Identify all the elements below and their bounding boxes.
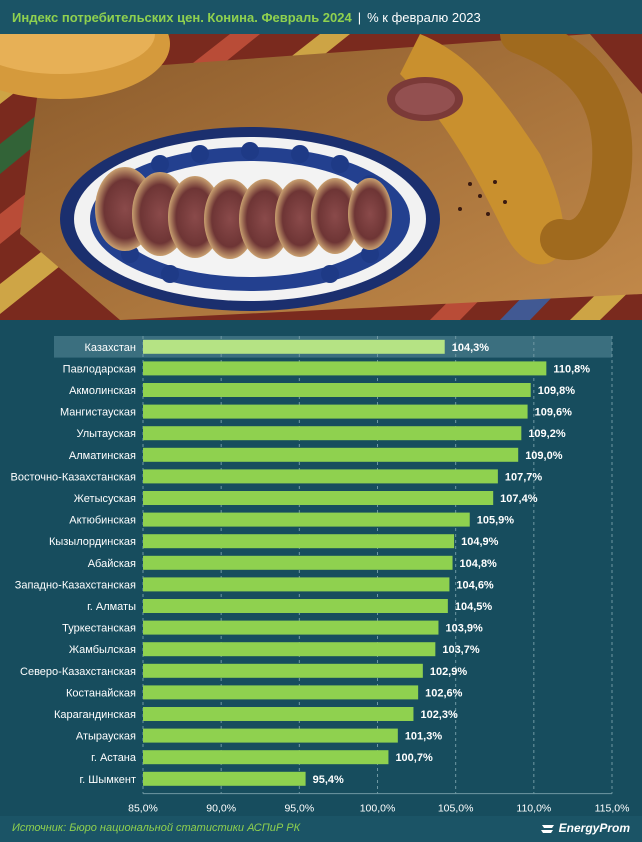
- bar: [143, 620, 439, 635]
- category-label: Алматинская: [69, 450, 136, 462]
- bar: [143, 771, 306, 786]
- bar: [143, 404, 528, 419]
- data-label: 101,3%: [405, 731, 443, 743]
- data-label: 102,9%: [430, 666, 468, 678]
- tick-label: 100,0%: [360, 803, 396, 815]
- data-label: 109,2%: [528, 428, 566, 440]
- data-label: 105,9%: [477, 515, 515, 527]
- category-label: Карагандинская: [54, 709, 136, 721]
- bar: [143, 383, 531, 397]
- chart-subtitle: % к февралю 2023: [367, 9, 481, 25]
- category-label: Восточно-Казахстанская: [10, 471, 136, 483]
- brand-name: EnergyProm: [558, 821, 630, 835]
- bar: [143, 447, 519, 462]
- data-label: 102,6%: [425, 687, 463, 699]
- category-label: Улытауская: [77, 428, 137, 440]
- data-label: 107,7%: [505, 471, 543, 483]
- data-label: 100,7%: [395, 752, 433, 764]
- category-label: Атырауская: [76, 731, 136, 743]
- tick-label: 115,0%: [595, 803, 630, 815]
- category-label: Западно-Казахстанская: [15, 579, 136, 591]
- tick-label: 95,0%: [284, 803, 314, 815]
- data-label: 95,4%: [313, 774, 344, 786]
- category-label: Костанайская: [66, 687, 136, 699]
- data-label: 110,8%: [553, 363, 590, 375]
- chart-title: Индекс потребительских цен. Конина. Февр…: [12, 9, 352, 25]
- bar: [143, 512, 470, 527]
- bar: [143, 707, 414, 721]
- bar: [143, 599, 448, 613]
- bar-chart: Казахстан 104,3% Павлодарская 110,8% Акмолин…: [0, 320, 642, 816]
- bar: [143, 534, 455, 549]
- bar: [143, 750, 389, 765]
- category-label: г. Астана: [91, 752, 137, 764]
- data-label: 104,9%: [461, 536, 499, 548]
- category-label: Кызылординская: [49, 536, 136, 548]
- category-label: г. Шымкент: [80, 774, 137, 786]
- data-label: 104,6%: [456, 579, 494, 591]
- tick-label: 105,0%: [438, 803, 474, 815]
- bar: [143, 577, 450, 592]
- bar: [143, 426, 522, 441]
- data-label: 102,3%: [420, 709, 458, 721]
- sausage-platter-image: [0, 34, 642, 320]
- category-label: Жетысуская: [74, 493, 136, 505]
- category-label: г. Алматы: [87, 601, 136, 613]
- category-label: Туркестанская: [62, 623, 136, 635]
- tick-label: 85,0%: [128, 803, 158, 815]
- bar-chart-svg: Казахстан 104,3% Павлодарская 110,8% Акмолин…: [10, 336, 630, 815]
- category-label: Северо-Казахстанская: [20, 666, 136, 678]
- data-label: 109,0%: [525, 450, 563, 462]
- category-label: Акмолинская: [69, 385, 136, 397]
- source-note: Источник: Бюро национальной статистики А…: [12, 822, 301, 834]
- photo-illustration: [0, 34, 642, 320]
- data-label: 109,8%: [538, 385, 576, 397]
- data-label: 104,5%: [455, 601, 493, 613]
- category-label: Казахстан: [84, 342, 136, 354]
- category-label: Жамбылская: [69, 644, 136, 656]
- chart-header: Индекс потребительских цен. Конина. Февр…: [0, 0, 642, 34]
- bar: [143, 663, 423, 678]
- bar: [143, 469, 498, 484]
- bar: [143, 685, 419, 700]
- category-label: Актюбинская: [69, 515, 136, 527]
- energyprom-logo-icon: [540, 824, 554, 833]
- bar: [143, 491, 494, 505]
- data-label: 109,6%: [535, 407, 573, 419]
- category-label: Мангистауская: [60, 407, 136, 419]
- bar: [143, 555, 453, 570]
- bar: [143, 361, 547, 376]
- data-label: 103,9%: [445, 623, 483, 635]
- data-label: 107,4%: [500, 493, 538, 505]
- data-label: 104,3%: [452, 342, 490, 354]
- chart-footer: Источник: Бюро национальной статистики А…: [0, 816, 642, 842]
- tick-label: 90,0%: [206, 803, 236, 815]
- tick-label: 110,0%: [516, 803, 551, 815]
- bar: [143, 339, 445, 354]
- bar: [143, 642, 436, 657]
- category-label: Павлодарская: [63, 363, 136, 375]
- data-label: 103,7%: [442, 644, 480, 656]
- title-separator: |: [357, 9, 362, 25]
- brand-logo: EnergyProm: [540, 821, 630, 835]
- bar: [143, 728, 398, 743]
- category-label: Абайская: [88, 558, 136, 570]
- data-label: 104,8%: [460, 558, 498, 570]
